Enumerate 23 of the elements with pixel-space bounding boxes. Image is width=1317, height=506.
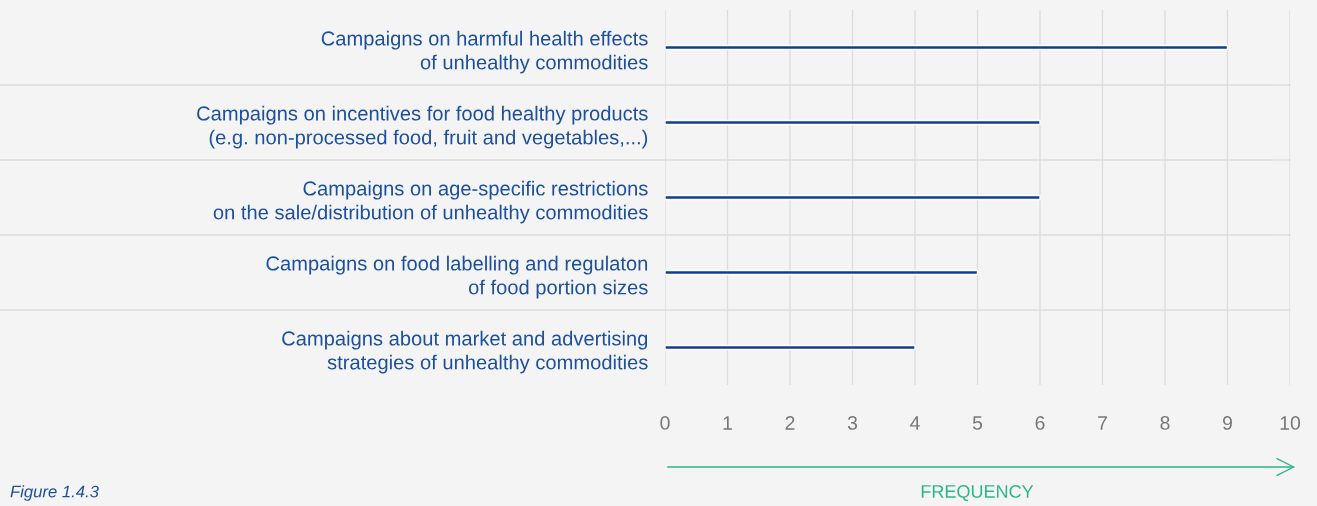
y-tick-label: Campaigns on age-specific restrictions on the sale/distribution of unhealthy commodities <box>213 180 648 224</box>
x-tick-label: 3 <box>847 416 858 430</box>
y-tick-label: Campaigns on harmful health effects of unhealthy commodities <box>321 30 648 74</box>
bar <box>665 344 916 351</box>
x-tick-label: 7 <box>1098 416 1107 430</box>
x-axis-title: FREQUENCY <box>921 485 1034 502</box>
y-tick-label: Campaigns on food labelling and regulaton of food portion sizes <box>266 255 648 299</box>
caption: Figure 1.4.3 <box>10 485 99 501</box>
x-tick-label: 1 <box>723 416 732 430</box>
x-tick-label: 6 <box>1035 416 1045 430</box>
x-tick-label: 8 <box>1160 416 1170 430</box>
bar <box>665 194 1041 201</box>
bar <box>665 269 979 276</box>
x-tick-label: 4 <box>910 416 920 430</box>
x-tick-label: 0 <box>660 416 670 430</box>
x-tick-label: 9 <box>1223 416 1232 430</box>
bar <box>665 119 1041 126</box>
x-tick-label: 2 <box>785 416 795 430</box>
x-tick-label: 5 <box>972 416 983 430</box>
y-tick-label: Campaigns about market and advertising strategies of unhealthy commodities <box>282 330 648 374</box>
bar <box>665 44 1229 51</box>
x-tick-label: 10 <box>1280 416 1301 430</box>
y-tick-label: Campaigns on incentives for food healthy products (e.g. non-processed food, fruit and vegetables,...) <box>197 105 648 149</box>
